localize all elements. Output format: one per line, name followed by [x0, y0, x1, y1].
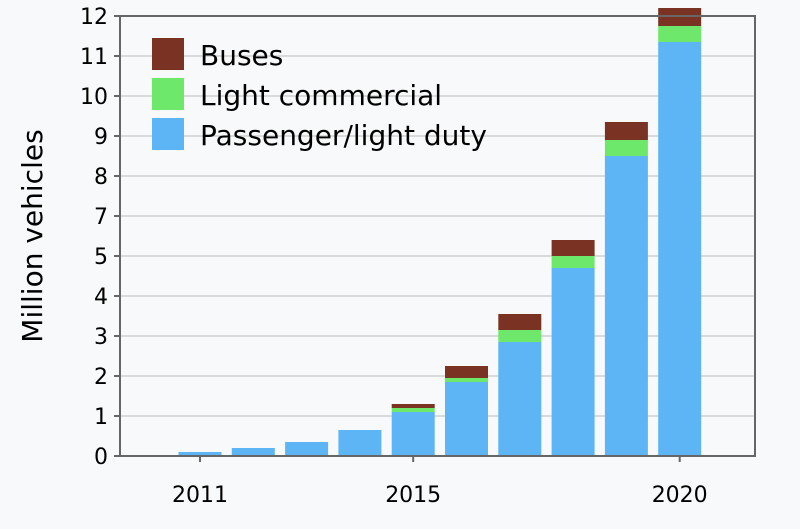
y-tick-label: 1	[94, 405, 108, 430]
bar-segment-passenger-light-duty-2016	[445, 382, 488, 456]
legend-label: Light commercial	[200, 79, 442, 112]
bar-segment-light-commercial-2016	[445, 378, 488, 382]
bar-segment-buses-2015	[391, 404, 435, 408]
y-tick-label: 2	[94, 365, 108, 390]
bar-segment-passenger-light-duty-2017	[498, 342, 542, 456]
bars	[178, 8, 702, 456]
x-tick-label: 2011	[172, 483, 228, 508]
y-tick-label: 9	[94, 125, 108, 150]
y-tick-label: 5	[94, 245, 108, 270]
bar-segment-passenger-light-duty-2012	[231, 448, 275, 456]
bar-segment-light-commercial-2019	[604, 140, 648, 156]
y-tick-label: 7	[94, 205, 108, 230]
x-tick-label: 2015	[385, 483, 441, 508]
y-tick-label: 0	[94, 445, 108, 470]
bar-segment-light-commercial-2018	[551, 256, 595, 268]
legend-label: Passenger/light duty	[200, 119, 487, 152]
bar-segment-passenger-light-duty-2019	[604, 156, 648, 456]
grid	[120, 55, 755, 417]
y-tick-label: 3	[94, 325, 108, 350]
y-tick-label: 4	[94, 285, 108, 310]
legend-label: Buses	[200, 39, 283, 72]
bar-segment-passenger-light-duty-2018	[551, 268, 595, 456]
y-tick-label: 11	[80, 45, 108, 70]
legend-swatch	[152, 78, 184, 110]
bar-segment-passenger-light-duty-2014	[338, 430, 382, 456]
legend-swatch	[152, 38, 184, 70]
y-axis-title: Million vehicles	[16, 129, 49, 342]
bar-segment-light-commercial-2015	[391, 408, 435, 412]
bar-segment-passenger-light-duty-2011	[178, 452, 222, 456]
bar-segment-passenger-light-duty-2013	[285, 442, 329, 456]
bar-segment-buses-2016	[445, 366, 488, 378]
y-tick-label: 8	[94, 165, 108, 190]
legend-swatch	[152, 118, 184, 150]
bar-segment-light-commercial-2020	[658, 26, 702, 42]
bar-segment-buses-2018	[551, 240, 595, 256]
bar-segment-passenger-light-duty-2015	[391, 412, 435, 456]
y-tick-label: 10	[80, 85, 108, 110]
bar-segment-buses-2017	[498, 314, 542, 330]
x-tick-label: 2020	[652, 483, 708, 508]
bar-segment-passenger-light-duty-2020	[658, 42, 702, 456]
legend: Buses Light commercial Passenger/light dut…	[152, 38, 487, 152]
bar-segment-light-commercial-2017	[498, 330, 542, 342]
x-axis-ticks: 2011 2015 2020	[172, 456, 708, 508]
bar-segment-buses-2019	[604, 122, 648, 140]
plot-area-frame	[119, 15, 756, 457]
y-tick-label: 12	[80, 5, 108, 30]
